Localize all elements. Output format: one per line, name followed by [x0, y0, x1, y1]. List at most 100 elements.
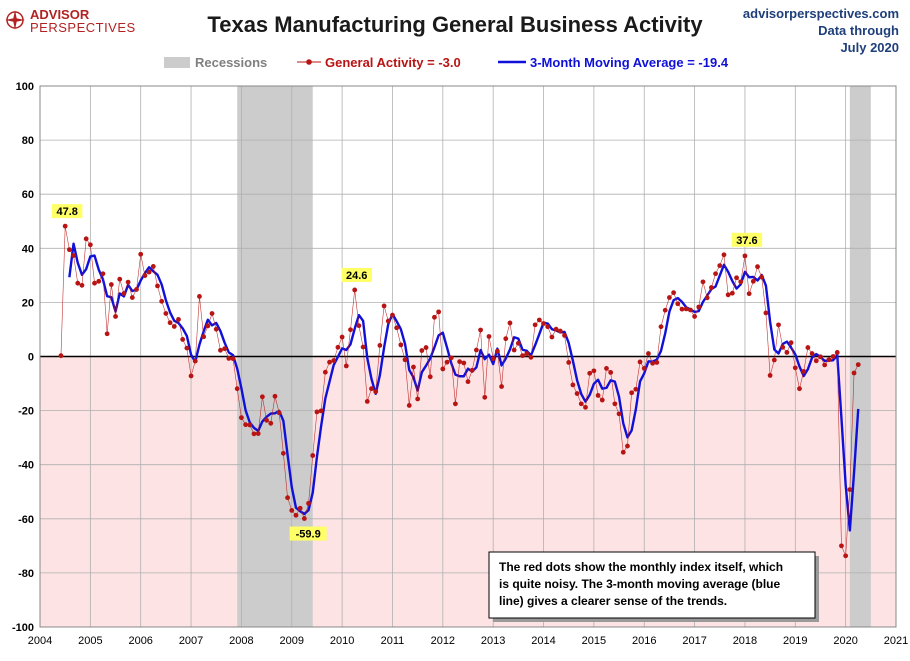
data-point [662, 307, 668, 313]
y-tick-label: -80 [18, 568, 34, 580]
data-point [696, 304, 702, 310]
data-point [528, 354, 534, 360]
data-point [201, 334, 207, 340]
data-point [750, 278, 756, 284]
data-point [574, 391, 580, 396]
data-point [616, 411, 622, 417]
data-point [213, 326, 219, 332]
moving-average-line [68, 242, 860, 532]
legend-moving-average: 3-Month Moving Average = -19.4 [530, 55, 729, 70]
annotation-box [51, 204, 83, 219]
data-point [79, 282, 85, 288]
data-point [545, 324, 551, 330]
data-point [117, 276, 123, 282]
data-point [66, 247, 72, 253]
data-point [398, 342, 404, 348]
y-tick-label: 100 [16, 81, 34, 93]
data-point [301, 516, 307, 521]
data-point [113, 314, 118, 319]
data-point [763, 310, 769, 316]
data-point [318, 408, 324, 414]
data-point [553, 326, 559, 332]
data-point [167, 320, 173, 326]
x-tick-label: 2017 [682, 635, 706, 647]
annotation-label: 47.8 [56, 206, 77, 218]
data-point [159, 298, 165, 304]
data-point [742, 253, 748, 259]
data-point [432, 314, 437, 320]
data-point [755, 264, 760, 270]
data-point [738, 279, 744, 285]
data-point [503, 336, 509, 342]
data-point [700, 279, 706, 285]
x-tick-label: 2014 [531, 635, 555, 647]
data-through-date: July 2020 [840, 40, 899, 55]
data-point [608, 370, 614, 375]
x-tick-label: 2011 [381, 635, 405, 647]
x-tick-label: 2006 [128, 635, 152, 647]
data-point [788, 340, 794, 346]
data-point [486, 334, 492, 339]
data-point [188, 373, 194, 379]
data-point [385, 318, 391, 324]
data-point [108, 282, 114, 287]
data-point [343, 363, 349, 369]
data-point [352, 287, 358, 293]
data-point [570, 382, 576, 388]
data-point [243, 422, 249, 428]
y-tick-label: 40 [22, 243, 34, 255]
data-point [364, 399, 370, 404]
annotation-label: 24.6 [346, 270, 367, 282]
y-tick-label: -100 [12, 622, 34, 634]
data-point [390, 312, 395, 318]
data-point [478, 327, 483, 333]
y-tick-label: -60 [18, 514, 34, 526]
data-point [373, 389, 379, 395]
x-tick-label: 2019 [783, 635, 807, 647]
data-point [855, 362, 861, 368]
data-point [822, 362, 828, 368]
data-point [679, 306, 685, 312]
data-point [746, 291, 752, 297]
data-point [339, 334, 345, 340]
data-point [780, 344, 786, 350]
x-tick-label: 2009 [280, 635, 304, 647]
data-point [847, 487, 853, 492]
x-tick-label: 2020 [833, 635, 857, 647]
data-point [658, 324, 664, 330]
data-point [839, 543, 844, 549]
note-line-3: line) gives a clearer sense of the trend… [499, 594, 727, 608]
data-point [805, 345, 811, 350]
y-tick-label: 0 [28, 352, 34, 364]
data-point [637, 359, 643, 365]
data-point [683, 306, 689, 312]
logo-line1: ADVISOR [30, 7, 90, 22]
x-tick-label: 2021 [884, 635, 908, 647]
note-line-1: The red dots show the monthly index itse… [499, 560, 783, 574]
x-tick-label: 2015 [582, 635, 606, 647]
data-point [394, 325, 400, 331]
data-point [704, 295, 710, 301]
data-point [641, 366, 647, 371]
logo-line2: PERSPECTIVES [30, 20, 136, 35]
data-point [306, 500, 311, 506]
legend: Recessions General Activity = -3.0 3-Mon… [164, 55, 729, 70]
data-point [507, 320, 513, 326]
source-site[interactable]: advisorperspectives.com [743, 6, 899, 21]
data-point [83, 236, 89, 242]
data-point [482, 394, 488, 400]
data-point [599, 397, 605, 403]
data-point [226, 355, 232, 361]
data-point [591, 368, 597, 374]
data-point [667, 295, 672, 300]
data-point [218, 347, 223, 353]
data-point [469, 367, 475, 373]
note-box: The red dots show the monthly index itse… [488, 551, 819, 622]
data-point [142, 273, 148, 279]
data-point [314, 409, 320, 415]
annotation-box [341, 267, 372, 282]
data-point [767, 373, 773, 378]
data-point [322, 369, 328, 375]
data-point [310, 453, 316, 458]
data-point [440, 366, 446, 372]
